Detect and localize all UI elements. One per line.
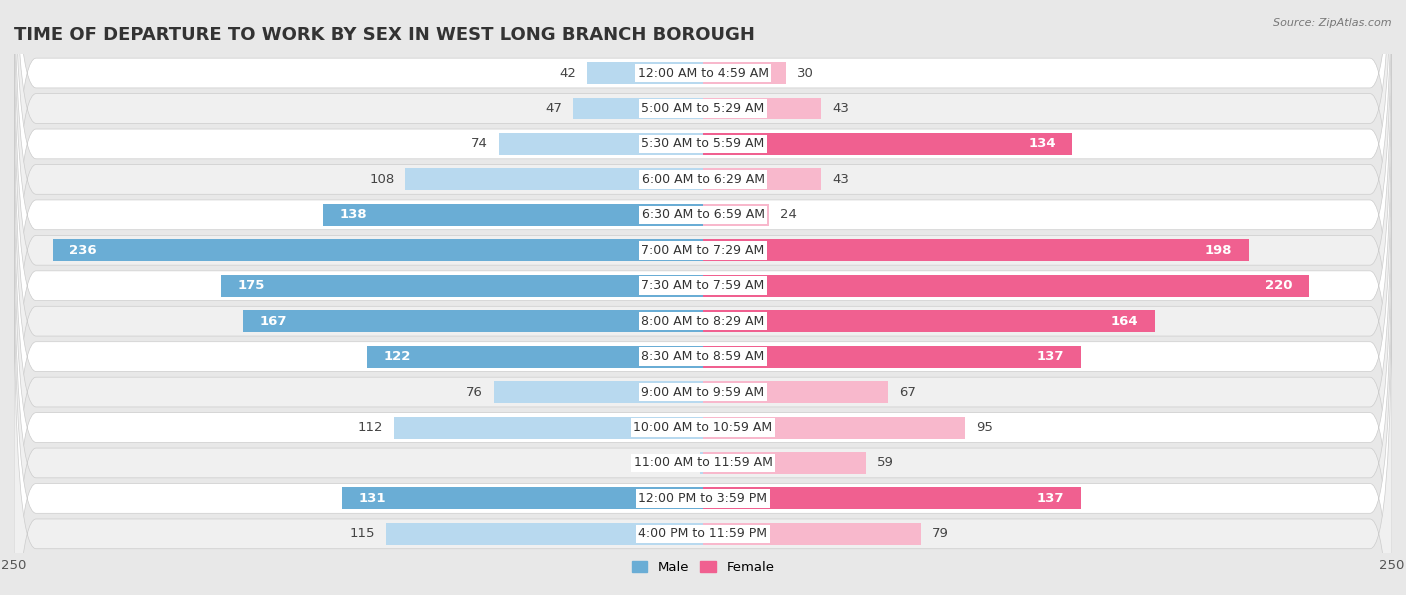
Text: 12:00 AM to 4:59 AM: 12:00 AM to 4:59 AM (637, 67, 769, 80)
Text: 9:00 AM to 9:59 AM: 9:00 AM to 9:59 AM (641, 386, 765, 399)
Text: 47: 47 (546, 102, 562, 115)
Text: 131: 131 (359, 492, 387, 505)
FancyBboxPatch shape (14, 0, 1392, 448)
Text: 5:30 AM to 5:59 AM: 5:30 AM to 5:59 AM (641, 137, 765, 151)
Legend: Male, Female: Male, Female (628, 559, 778, 577)
Text: 134: 134 (1028, 137, 1056, 151)
Text: 138: 138 (339, 208, 367, 221)
Text: 122: 122 (384, 350, 411, 363)
Text: TIME OF DEPARTURE TO WORK BY SEX IN WEST LONG BRANCH BOROUGH: TIME OF DEPARTURE TO WORK BY SEX IN WEST… (14, 26, 755, 43)
Bar (367, 346, 703, 368)
Bar (703, 310, 1154, 332)
Bar (703, 275, 1309, 297)
Text: 108: 108 (370, 173, 394, 186)
FancyBboxPatch shape (14, 52, 1392, 590)
Text: 137: 137 (1036, 350, 1064, 363)
Text: 79: 79 (932, 527, 949, 540)
Bar (700, 452, 703, 474)
Text: 42: 42 (560, 67, 576, 80)
Bar (494, 381, 703, 403)
FancyBboxPatch shape (14, 195, 1392, 595)
Text: 198: 198 (1205, 244, 1232, 257)
Bar (703, 133, 1073, 155)
Text: 10:00 AM to 10:59 AM: 10:00 AM to 10:59 AM (634, 421, 772, 434)
Bar (342, 487, 703, 509)
Text: 95: 95 (976, 421, 993, 434)
Text: 164: 164 (1111, 315, 1139, 328)
Bar (703, 346, 1081, 368)
Text: 6:00 AM to 6:29 AM: 6:00 AM to 6:29 AM (641, 173, 765, 186)
Text: 220: 220 (1265, 279, 1292, 292)
FancyBboxPatch shape (14, 0, 1392, 342)
Bar (703, 381, 887, 403)
Text: Source: ZipAtlas.com: Source: ZipAtlas.com (1274, 18, 1392, 28)
Bar (703, 452, 866, 474)
Bar (703, 168, 821, 190)
Bar (52, 239, 703, 261)
Text: 67: 67 (898, 386, 915, 399)
Text: 115: 115 (350, 527, 375, 540)
Bar (394, 416, 703, 439)
Bar (499, 133, 703, 155)
Bar (405, 168, 703, 190)
Text: 112: 112 (359, 421, 384, 434)
Bar (703, 487, 1081, 509)
Text: 7:00 AM to 7:29 AM: 7:00 AM to 7:29 AM (641, 244, 765, 257)
Bar (703, 239, 1249, 261)
Text: 12:00 PM to 3:59 PM: 12:00 PM to 3:59 PM (638, 492, 768, 505)
FancyBboxPatch shape (14, 265, 1392, 595)
Bar (703, 523, 921, 545)
Text: 30: 30 (797, 67, 814, 80)
Bar (323, 204, 703, 226)
FancyBboxPatch shape (14, 159, 1392, 595)
Text: 74: 74 (471, 137, 488, 151)
Bar (703, 416, 965, 439)
Text: 1: 1 (681, 456, 689, 469)
Text: 8:00 AM to 8:29 AM: 8:00 AM to 8:29 AM (641, 315, 765, 328)
FancyBboxPatch shape (14, 88, 1392, 595)
Bar (387, 523, 703, 545)
Bar (243, 310, 703, 332)
Text: 5:00 AM to 5:29 AM: 5:00 AM to 5:29 AM (641, 102, 765, 115)
FancyBboxPatch shape (14, 0, 1392, 519)
FancyBboxPatch shape (14, 0, 1392, 484)
Text: 76: 76 (465, 386, 482, 399)
FancyBboxPatch shape (14, 0, 1392, 412)
Text: 59: 59 (876, 456, 893, 469)
Text: 175: 175 (238, 279, 264, 292)
Bar (703, 62, 786, 84)
FancyBboxPatch shape (14, 17, 1392, 555)
Text: 43: 43 (832, 102, 849, 115)
Bar (574, 98, 703, 120)
Text: 167: 167 (259, 315, 287, 328)
Text: 24: 24 (780, 208, 797, 221)
Text: 7:30 AM to 7:59 AM: 7:30 AM to 7:59 AM (641, 279, 765, 292)
Bar (588, 62, 703, 84)
Bar (221, 275, 703, 297)
Text: 11:00 AM to 11:59 AM: 11:00 AM to 11:59 AM (634, 456, 772, 469)
Bar (703, 204, 769, 226)
FancyBboxPatch shape (14, 123, 1392, 595)
Text: 43: 43 (832, 173, 849, 186)
Bar (703, 98, 821, 120)
Text: 236: 236 (69, 244, 97, 257)
Text: 8:30 AM to 8:59 AM: 8:30 AM to 8:59 AM (641, 350, 765, 363)
Text: 4:00 PM to 11:59 PM: 4:00 PM to 11:59 PM (638, 527, 768, 540)
Text: 137: 137 (1036, 492, 1064, 505)
Text: 6:30 AM to 6:59 AM: 6:30 AM to 6:59 AM (641, 208, 765, 221)
FancyBboxPatch shape (14, 0, 1392, 377)
FancyBboxPatch shape (14, 230, 1392, 595)
